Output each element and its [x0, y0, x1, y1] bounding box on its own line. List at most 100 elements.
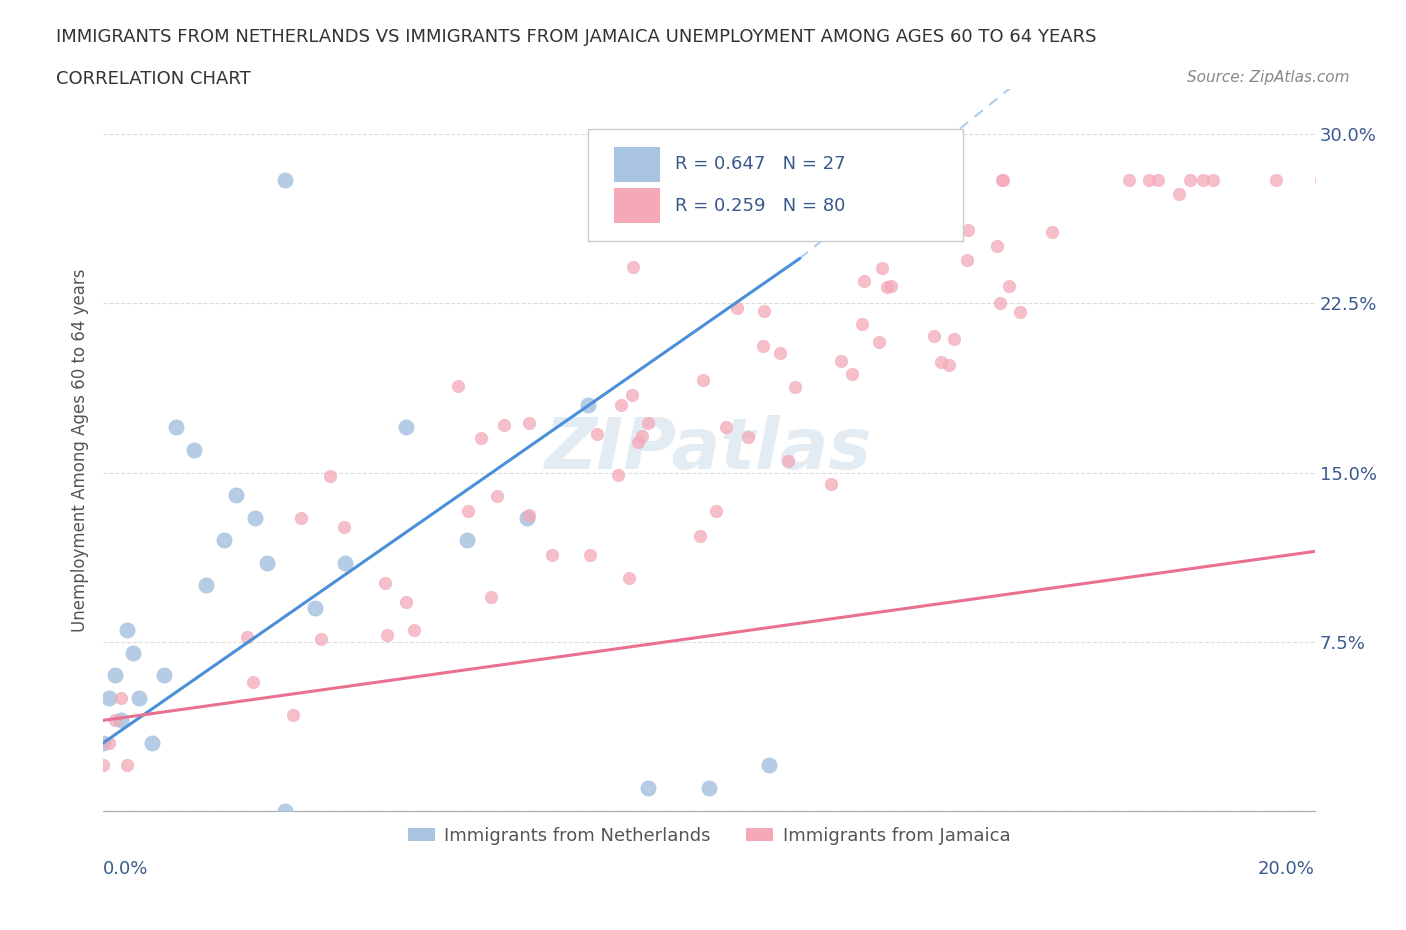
Point: [110, 690, 132, 705]
Point: [737, 430, 759, 445]
Point: [256, 555, 278, 570]
Point: [91, 736, 114, 751]
Point: [866, 208, 889, 223]
Point: [627, 434, 650, 449]
Point: [319, 469, 342, 484]
Text: 20.0%: 20.0%: [1258, 860, 1315, 878]
Text: R = 0.259   N = 80: R = 0.259 N = 80: [675, 196, 845, 215]
Point: [1147, 172, 1170, 187]
Point: [304, 600, 326, 615]
Point: [375, 628, 398, 643]
Point: [986, 238, 1008, 253]
Point: [195, 578, 218, 592]
Point: [516, 511, 538, 525]
Point: [98, 736, 121, 751]
Point: [956, 253, 979, 268]
Point: [395, 420, 418, 435]
Point: [637, 780, 659, 795]
Point: [697, 780, 720, 795]
Point: [309, 632, 332, 647]
Point: [924, 328, 946, 343]
Point: [152, 668, 174, 683]
Point: [586, 427, 609, 442]
Point: [870, 260, 893, 275]
Text: R = 0.647   N = 27: R = 0.647 N = 27: [675, 155, 845, 173]
Point: [141, 736, 163, 751]
Point: [752, 339, 775, 353]
Point: [997, 278, 1019, 293]
Point: [374, 576, 396, 591]
Point: [91, 758, 114, 773]
FancyBboxPatch shape: [588, 129, 963, 241]
Point: [803, 216, 825, 231]
Point: [104, 668, 127, 683]
Point: [274, 804, 297, 818]
Point: [122, 645, 145, 660]
Point: [579, 548, 602, 563]
Point: [283, 708, 305, 723]
Point: [1201, 172, 1223, 187]
Text: ZIPatlas: ZIPatlas: [546, 416, 873, 485]
Point: [1040, 225, 1063, 240]
Point: [876, 279, 898, 294]
Point: [938, 357, 960, 372]
Point: [225, 487, 247, 502]
Point: [541, 548, 564, 563]
Point: [990, 172, 1012, 187]
Point: [117, 623, 139, 638]
Point: [1191, 172, 1213, 187]
Point: [517, 416, 540, 431]
Point: [517, 508, 540, 523]
Point: [957, 222, 980, 237]
Point: [610, 397, 633, 412]
Point: [117, 758, 139, 773]
Point: [1264, 172, 1286, 187]
Point: [183, 443, 205, 458]
Point: [479, 590, 502, 604]
Point: [991, 172, 1014, 187]
Text: Source: ZipAtlas.com: Source: ZipAtlas.com: [1187, 70, 1350, 85]
Text: IMMIGRANTS FROM NETHERLANDS VS IMMIGRANTS FROM JAMAICA UNEMPLOYMENT AMONG AGES 6: IMMIGRANTS FROM NETHERLANDS VS IMMIGRANT…: [56, 28, 1097, 46]
Point: [128, 690, 150, 705]
Point: [456, 533, 478, 548]
Point: [783, 379, 806, 394]
Point: [704, 504, 727, 519]
Point: [1180, 172, 1202, 187]
Legend: Immigrants from Netherlands, Immigrants from Jamaica: Immigrants from Netherlands, Immigrants …: [401, 819, 1018, 852]
Point: [457, 504, 479, 519]
Point: [758, 758, 780, 773]
Point: [1118, 172, 1140, 187]
Point: [841, 367, 863, 382]
Point: [165, 420, 187, 435]
Point: [1168, 187, 1191, 202]
Point: [637, 416, 659, 431]
Point: [98, 690, 121, 705]
Point: [290, 511, 312, 525]
Point: [769, 345, 792, 360]
Point: [929, 354, 952, 369]
Point: [447, 379, 470, 393]
Point: [942, 332, 965, 347]
Point: [235, 630, 257, 644]
Point: [333, 520, 356, 535]
Point: [621, 259, 644, 274]
Point: [689, 528, 711, 543]
Point: [716, 419, 738, 434]
Point: [988, 296, 1011, 311]
Point: [470, 431, 492, 445]
Bar: [614, 188, 661, 223]
Point: [607, 468, 630, 483]
Point: [110, 713, 132, 728]
Point: [830, 353, 852, 368]
Point: [104, 713, 127, 728]
Point: [214, 533, 236, 548]
Point: [725, 301, 748, 316]
Point: [692, 373, 714, 388]
Point: [1316, 172, 1339, 187]
Point: [1310, 172, 1333, 187]
Point: [620, 388, 643, 403]
Point: [630, 429, 652, 444]
Point: [274, 172, 297, 187]
Bar: [614, 147, 661, 181]
Point: [776, 453, 799, 468]
